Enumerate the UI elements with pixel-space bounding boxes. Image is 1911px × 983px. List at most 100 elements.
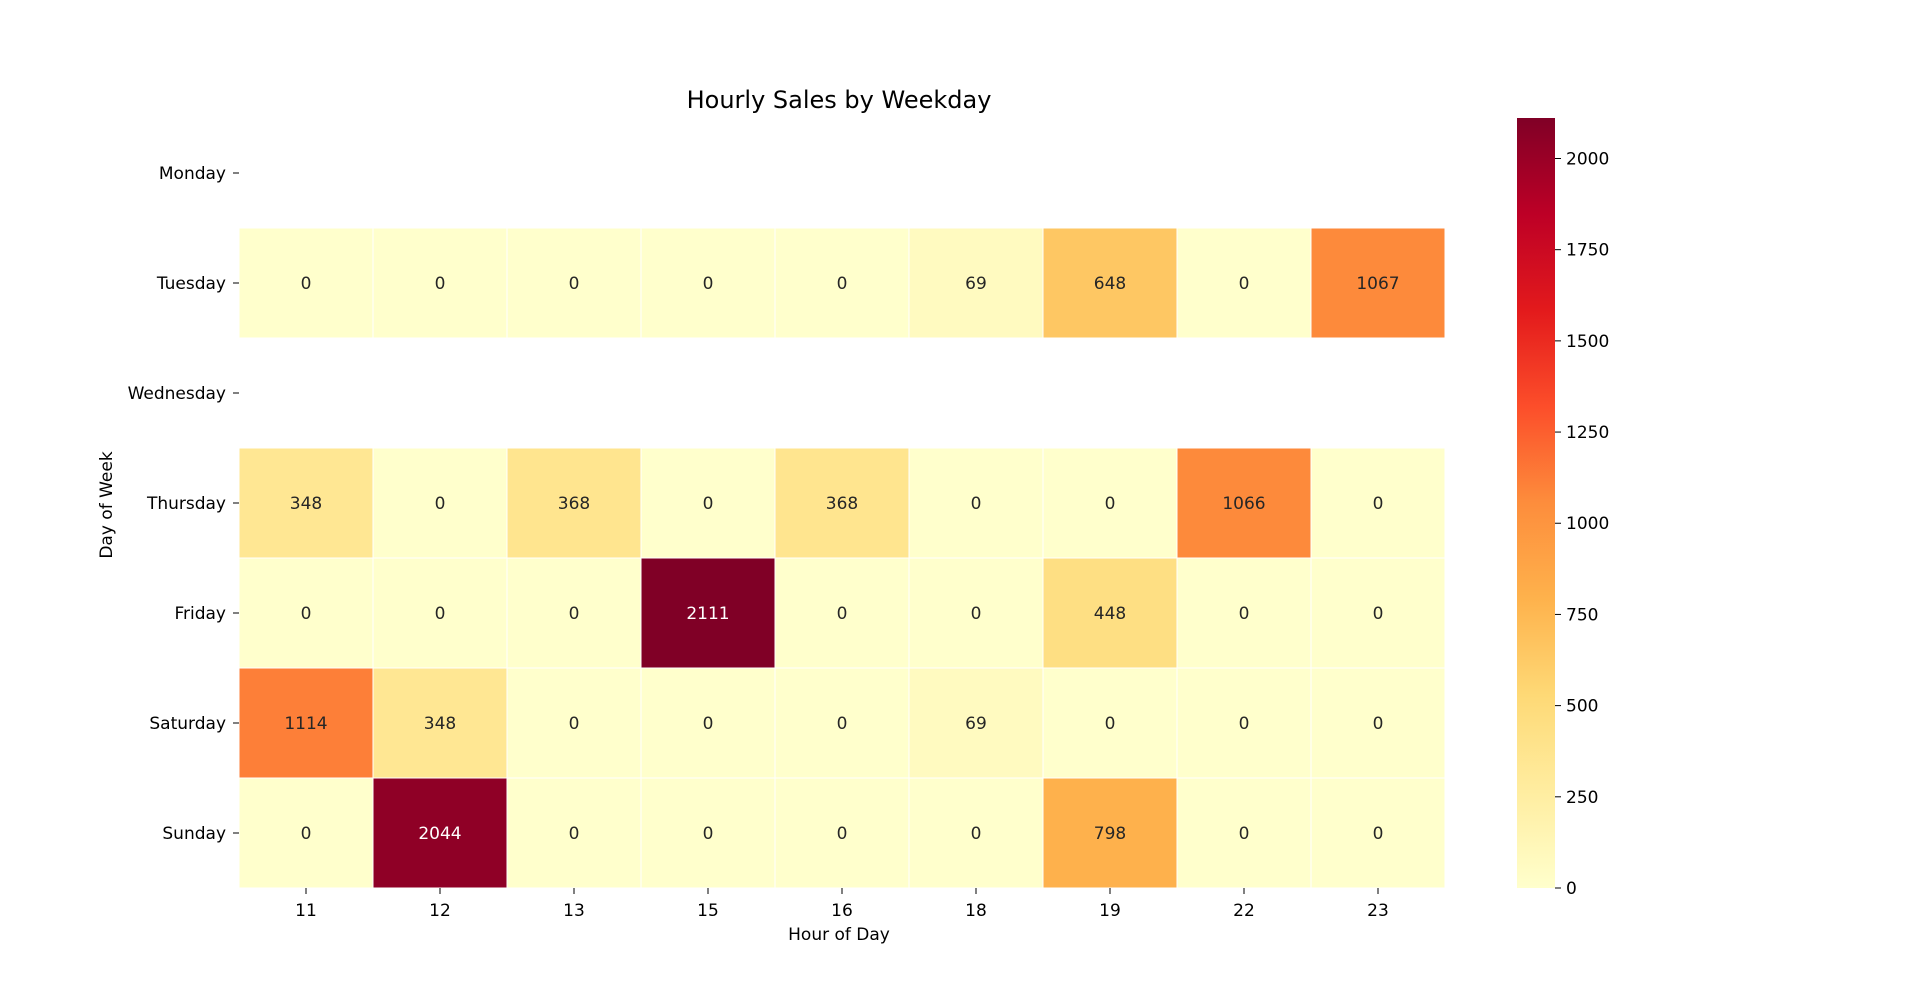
cell-value-label: 2044 [418, 824, 461, 844]
heatmap-cell [774, 557, 910, 669]
cell-value-label: 798 [1094, 824, 1126, 844]
heatmap-cell [506, 557, 642, 669]
colorbar: 0 250 500 750 1000 1250 1500 1750 2000 [1517, 118, 1609, 899]
cell-value-label: 1066 [1222, 494, 1265, 514]
heatmap-cell [1042, 777, 1178, 889]
y-tick-label: Friday [174, 604, 226, 624]
cell-value-label: 648 [1094, 274, 1126, 294]
heatmap-cell [1042, 557, 1178, 669]
cell-value-label: 0 [1239, 274, 1250, 294]
x-axis-ticks: 11 12 13 15 16 18 19 22 23 [295, 888, 1389, 921]
y-tick-label: Tuesday [156, 274, 226, 294]
y-tick-label: Thursday [146, 494, 226, 514]
heatmap-cell [774, 227, 910, 339]
heatmap-cell [506, 777, 642, 889]
y-tick-label: Saturday [149, 714, 226, 734]
heatmap-cell [238, 667, 374, 779]
heatmap-cell [774, 447, 910, 559]
cell-value-label: 0 [971, 824, 982, 844]
cell-value-label: 0 [703, 714, 714, 734]
cell-value-label: 2111 [686, 604, 729, 624]
cell-value-label: 0 [1105, 714, 1116, 734]
heatmap-cell [238, 447, 374, 559]
cell-value-label: 0 [703, 824, 714, 844]
colorbar-tick-label: 500 [1566, 697, 1598, 717]
chart-title: Hourly Sales by Weekday [687, 86, 992, 114]
heatmap-cell [1310, 227, 1446, 339]
heatmap-cell [372, 667, 508, 779]
colorbar-tick-label: 1750 [1566, 241, 1609, 261]
cell-value-label: 0 [971, 604, 982, 624]
heatmap-cell [1042, 227, 1178, 339]
cell-value-label: 0 [1239, 824, 1250, 844]
heatmap-cell [372, 557, 508, 669]
colorbar-tick-label: 2000 [1566, 149, 1609, 169]
x-tick-label: 12 [429, 901, 451, 921]
x-tick-label: 23 [1367, 901, 1389, 921]
y-tick-label: Monday [159, 164, 226, 184]
cell-value-label: 69 [965, 714, 987, 734]
x-tick-label: 16 [831, 901, 853, 921]
cell-value-label: 368 [558, 494, 590, 514]
heatmap-cell [1310, 557, 1446, 669]
colorbar-gradient [1517, 118, 1555, 888]
cell-value-label: 1067 [1356, 274, 1399, 294]
y-tick-label: Sunday [162, 824, 226, 844]
cell-value-label: 368 [826, 494, 858, 514]
colorbar-ticks: 0 250 500 750 1000 1250 1500 1750 2000 [1555, 149, 1609, 899]
heatmap-cell [640, 667, 776, 779]
y-tick-label: Wednesday [128, 384, 226, 404]
cell-value-label: 0 [435, 604, 446, 624]
cell-value-label: 0 [703, 494, 714, 514]
heatmap-cell [640, 557, 776, 669]
heatmap-cell [908, 447, 1044, 559]
heatmap-cell [506, 227, 642, 339]
cell-value-label: 0 [1239, 604, 1250, 624]
colorbar-tick-label: 750 [1566, 605, 1598, 625]
heatmap-cell [1176, 447, 1312, 559]
heatmap-cell [1310, 447, 1446, 559]
cell-value-label: 0 [435, 274, 446, 294]
cell-value-label: 0 [301, 824, 312, 844]
colorbar-tick-label: 1000 [1566, 514, 1609, 534]
heatmap-cell [1042, 447, 1178, 559]
cell-value-label: 0 [1239, 714, 1250, 734]
cell-value-label: 0 [301, 274, 312, 294]
cell-value-label: 0 [435, 494, 446, 514]
x-tick-label: 22 [1233, 901, 1255, 921]
cell-value-label: 0 [569, 714, 580, 734]
heatmap-cell [1310, 777, 1446, 889]
heatmap-cell [1310, 667, 1446, 779]
cell-value-label: 0 [703, 274, 714, 294]
colorbar-tick-label: 0 [1566, 879, 1577, 899]
cell-value-label: 69 [965, 274, 987, 294]
cell-value-label: 0 [1373, 824, 1384, 844]
colorbar-tick-label: 1250 [1566, 423, 1609, 443]
cell-value-label: 1114 [284, 714, 327, 734]
cell-value-label: 0 [569, 604, 580, 624]
heatmap-cell [640, 227, 776, 339]
x-axis-label: Hour of Day [788, 925, 890, 945]
cell-value-label: 0 [837, 824, 848, 844]
heatmap-cell [1176, 227, 1312, 339]
heatmap-cells [238, 227, 1446, 889]
heatmap-cell [238, 227, 374, 339]
heatmap-cell [506, 447, 642, 559]
y-axis-label: Day of Week [97, 451, 117, 558]
cell-value-label: 0 [837, 714, 848, 734]
x-tick-label: 13 [563, 901, 585, 921]
heatmap-cell [1176, 667, 1312, 779]
cell-value-label: 0 [837, 604, 848, 624]
cell-value-label: 348 [290, 494, 322, 514]
cell-value-label: 348 [424, 714, 456, 734]
y-axis-ticks: Monday Tuesday Wednesday Thursday Friday Satu… [128, 164, 239, 844]
cell-value-label: 0 [301, 604, 312, 624]
heatmap-cell [372, 227, 508, 339]
cell-value-label: 0 [1373, 494, 1384, 514]
x-tick-label: 18 [965, 901, 987, 921]
heatmap-cell-labels: 0 0 0 0 0 69 648 0 1067 348 0 368 0 368 0 0 1066 0 0 0 0 2111… [284, 274, 1399, 844]
x-tick-label: 11 [295, 901, 317, 921]
heatmap-cell [640, 447, 776, 559]
